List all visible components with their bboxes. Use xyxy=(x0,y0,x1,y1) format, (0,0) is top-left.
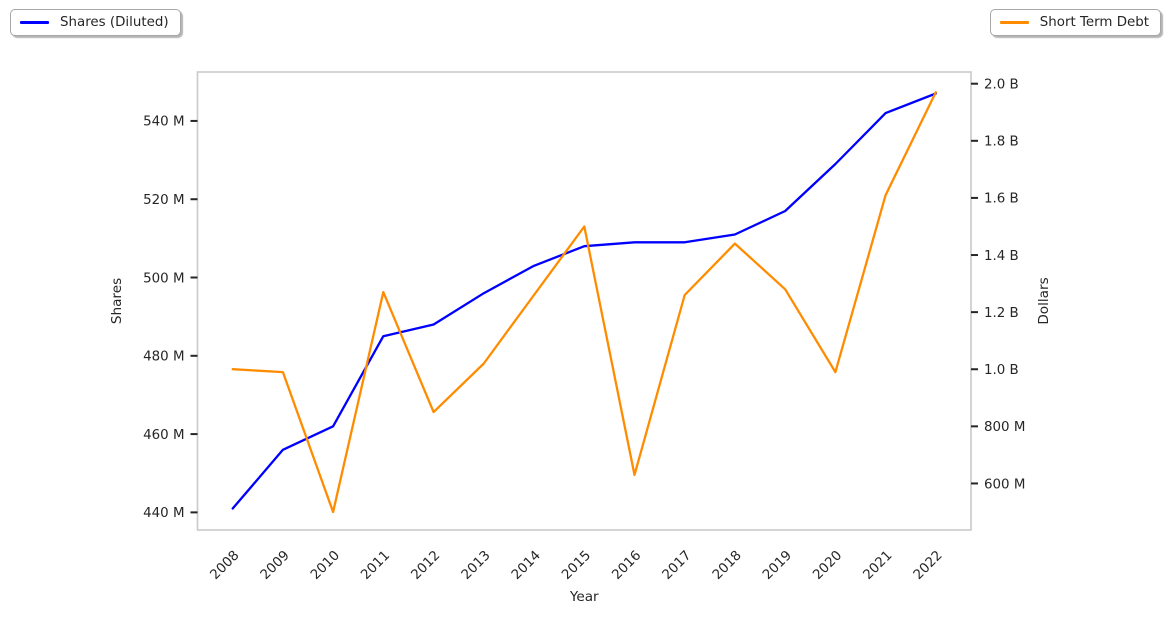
x-axis-tick-label: 2014 xyxy=(509,548,544,583)
left-axis-tick-label: 500 M xyxy=(143,271,184,286)
x-axis-tick-label: 2020 xyxy=(811,548,846,583)
legend-shares: Shares (Diluted) xyxy=(10,9,181,36)
legend-debt-label: Short Term Debt xyxy=(1039,15,1149,30)
right-axis-tick-label: 2.0 B xyxy=(984,78,1019,93)
shares-diluted-line xyxy=(231,92,937,510)
short-term-debt-line xyxy=(231,91,937,514)
debt-line-swatch-icon xyxy=(999,21,1029,24)
x-axis-tick-label: 2021 xyxy=(861,548,896,583)
x-axis-tick-label: 2016 xyxy=(610,548,645,583)
left-axis-tick-label: 520 M xyxy=(143,193,184,208)
right-axis-title: Dollars xyxy=(1036,277,1052,324)
left-axis-tick-label: 480 M xyxy=(143,350,184,365)
x-axis-tick-label: 2010 xyxy=(308,548,343,583)
right-axis-tick-label: 1.8 B xyxy=(984,135,1019,150)
x-axis-tick-label: 2012 xyxy=(409,548,444,583)
x-axis-tick-label: 2011 xyxy=(358,548,393,583)
right-axis-tick-label: 1.6 B xyxy=(984,192,1019,207)
shares-line-swatch-icon xyxy=(20,21,49,24)
right-axis-tick-label: 1.2 B xyxy=(984,306,1019,321)
x-axis-tick-label: 2019 xyxy=(760,548,795,583)
plot-border xyxy=(196,71,972,531)
x-axis-tick-label: 2013 xyxy=(459,548,494,583)
x-axis-title: Year xyxy=(569,589,599,605)
left-axis-tick-label: 440 M xyxy=(143,506,184,521)
legend-shares-label: Shares (Diluted) xyxy=(60,15,169,30)
x-axis-tick-label: 2017 xyxy=(660,548,695,583)
x-axis-tick-label: 2022 xyxy=(911,548,946,583)
legend-short-term-debt: Short Term Debt xyxy=(989,9,1161,36)
right-axis-tick-label: 600 M xyxy=(984,477,1025,492)
right-axis-tick-label: 1.4 B xyxy=(984,249,1019,264)
left-axis-tick-label: 460 M xyxy=(143,428,184,443)
right-axis-tick-label: 800 M xyxy=(984,420,1025,435)
left-axis-tick-label: 540 M xyxy=(143,115,184,130)
x-axis-tick-label: 2018 xyxy=(710,548,745,583)
x-axis-tick-label: 2015 xyxy=(559,548,594,583)
x-axis-tick-label: 2009 xyxy=(258,548,293,583)
left-axis-title: Shares xyxy=(109,278,125,324)
x-axis-tick-label: 2008 xyxy=(208,548,243,583)
right-axis-tick-label: 1.0 B xyxy=(984,363,1019,378)
